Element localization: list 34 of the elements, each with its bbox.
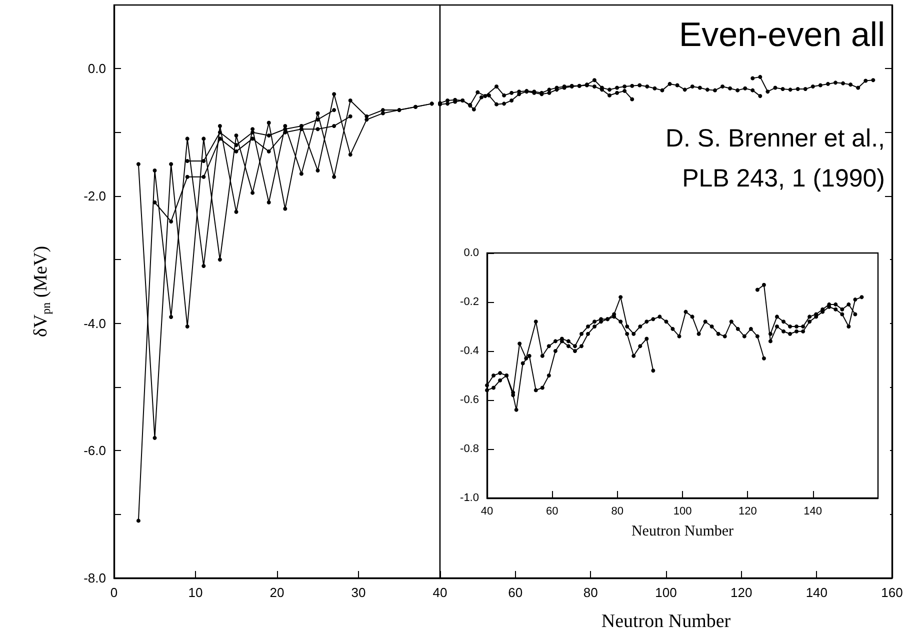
y-tick-label: -0.4: [460, 345, 479, 357]
x-tick-label: 0: [110, 585, 118, 600]
y-tick-label: -8.0: [84, 570, 106, 586]
x-tick-label: 100: [655, 585, 677, 600]
x-tick-label: 80: [611, 506, 624, 518]
x-tick-label: 140: [804, 506, 822, 518]
x-tick-label: 40: [480, 506, 494, 518]
x-tick-label: 80: [583, 585, 598, 600]
x-tick-label: 120: [730, 585, 752, 600]
x-tick-label: 20: [270, 585, 284, 600]
y-tick-label: -4.0: [84, 316, 106, 331]
y-tick-label: 0.0: [88, 61, 106, 76]
y-tick-label: -0.8: [460, 443, 479, 455]
y-tick-label: -0.6: [460, 394, 479, 406]
x-tick-label: 60: [546, 506, 558, 518]
y-axis-title: δVpn (MeV): [30, 246, 53, 338]
x-tick-label: 160: [881, 585, 903, 600]
x-tick-label: 140: [806, 585, 828, 600]
x-tick-label: 40: [432, 585, 448, 600]
x-tick-label: 120: [738, 506, 757, 518]
x-axis-title: Neutron Number: [601, 611, 732, 632]
y-tick-label: -1.0: [460, 492, 479, 504]
y-tick-label: 0.0: [464, 247, 479, 259]
x-axis-title: Neutron Number: [631, 524, 734, 540]
annotation: D. S. Brenner et al.,: [665, 124, 886, 152]
y-tick-label: -0.2: [460, 296, 479, 308]
x-tick-label: 100: [673, 506, 692, 518]
x-tick-label: 10: [188, 585, 203, 600]
x-tick-label: 60: [508, 585, 523, 600]
annotation: PLB 243, 1 (1990): [682, 164, 886, 192]
x-tick-label: 30: [351, 585, 366, 600]
annotation: Even-even all: [678, 16, 886, 54]
y-tick-label: -2.0: [84, 188, 106, 204]
y-tick-label: -6.0: [84, 443, 106, 458]
